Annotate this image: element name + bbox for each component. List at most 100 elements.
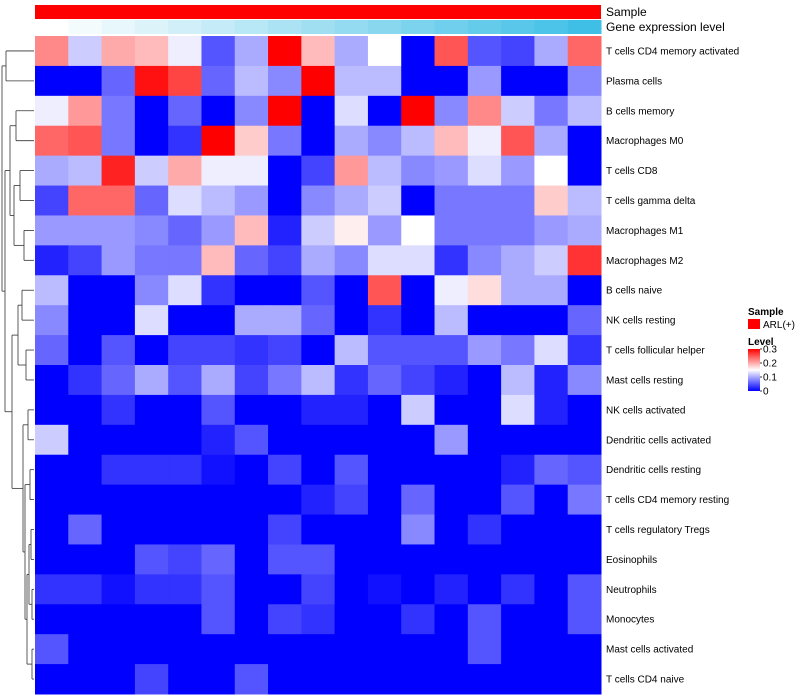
heatmap-cell (168, 245, 202, 276)
heatmap-cell (301, 185, 336, 216)
heatmap-cell (301, 215, 336, 246)
heatmap-cell (401, 95, 436, 127)
heatmap-cell (68, 394, 103, 426)
heatmap-cell (534, 125, 569, 157)
heatmap-cell (334, 245, 369, 276)
heatmap-cell (567, 215, 602, 246)
heatmap-cell (501, 65, 535, 97)
heatmap-cell (101, 424, 136, 456)
heatmap-cells (35, 36, 602, 695)
heatmap-cell (567, 484, 602, 516)
heatmap-cell (434, 125, 469, 157)
heatmap-cell (367, 454, 402, 486)
heatmap-cell (168, 484, 202, 516)
heatmap-cell (567, 245, 602, 276)
legend-sample-entry: ARL(+) (763, 320, 795, 331)
heatmap-cell (134, 245, 169, 276)
heatmap-cell (367, 574, 402, 605)
heatmap-cell (68, 664, 103, 695)
heatmap-cell (401, 215, 436, 246)
heatmap-cell (434, 604, 469, 635)
heatmap-cell (201, 335, 236, 366)
heatmap-cell (68, 215, 103, 246)
heatmap-cell (35, 574, 69, 605)
heatmap-cell (268, 215, 302, 246)
heatmap-cell (268, 275, 302, 306)
heatmap-cell (534, 365, 569, 396)
heatmap-cell (367, 155, 402, 187)
heatmap-cell (467, 305, 502, 336)
heatmap-cell (101, 544, 136, 575)
heatmap-cell (134, 36, 169, 67)
heatmap-cell (334, 155, 369, 187)
row-label: NK cells resting (606, 316, 675, 327)
heatmap-cell (467, 65, 502, 97)
heatmap-cell (534, 514, 569, 545)
heatmap-cell (301, 514, 336, 545)
heatmap-cell (68, 95, 103, 127)
heatmap-cell (301, 394, 336, 426)
row-label: Plasma cells (606, 76, 662, 87)
row-label: T cells gamma delta (606, 196, 696, 207)
heatmap-cell (334, 454, 369, 486)
heatmap-cell (501, 664, 535, 695)
heatmap-cell (501, 155, 535, 187)
heatmap-cell (134, 604, 169, 635)
row-label: Macrophages M0 (606, 136, 684, 147)
heatmap-cell (134, 365, 169, 396)
heatmap-cell (134, 514, 169, 545)
heatmap-cell (35, 454, 69, 486)
heatmap-cell (268, 305, 302, 336)
annotation-cell-gene-expression (101, 20, 136, 34)
heatmap-cell (534, 604, 569, 635)
heatmap-cell (268, 484, 302, 516)
heatmap-cell (101, 454, 136, 486)
heatmap-cell (268, 365, 302, 396)
heatmap-cell (268, 394, 302, 426)
heatmap-cell (101, 125, 136, 157)
heatmap-cell (301, 125, 336, 157)
annotation-cell-gene-expression (168, 20, 202, 34)
legend-sample-title: Sample (748, 307, 784, 318)
heatmap-cell (434, 275, 469, 306)
heatmap-cell (268, 245, 302, 276)
heatmap-cell (401, 245, 436, 276)
annotation-cell-gene-expression (467, 20, 502, 34)
heatmap-cell (234, 36, 269, 67)
heatmap-cell (334, 544, 369, 575)
heatmap-cell (134, 634, 169, 665)
heatmap-cell (534, 634, 569, 665)
heatmap-cell (268, 544, 302, 575)
heatmap-cell (134, 664, 169, 695)
heatmap-cell (201, 185, 236, 216)
heatmap-cell (434, 514, 469, 545)
annotation-cell-gene-expression (334, 20, 369, 34)
heatmap-cell (434, 484, 469, 516)
heatmap-cell (168, 544, 202, 575)
heatmap-cell (534, 664, 569, 695)
heatmap-cell (201, 125, 236, 157)
heatmap-cell (334, 604, 369, 635)
heatmap-cell (301, 664, 336, 695)
heatmap-cell (134, 65, 169, 97)
heatmap-cell (467, 484, 502, 516)
heatmap-cell (434, 245, 469, 276)
heatmap-cell (301, 454, 336, 486)
heatmap-cell (501, 544, 535, 575)
heatmap-cell (168, 574, 202, 605)
annotation-bar-sample (35, 5, 601, 19)
legend: Sample ARL(+) Level 0.3 0.2 0.1 0 (748, 307, 795, 398)
heatmap-cell (301, 634, 336, 665)
heatmap-cell (68, 335, 103, 366)
annotation-cell-gene-expression (401, 20, 436, 34)
heatmap-cell (501, 454, 535, 486)
heatmap-cell (201, 394, 236, 426)
heatmap-cell (68, 275, 103, 306)
legend-tick-label: 0.2 (763, 359, 777, 370)
heatmap-cell (401, 514, 436, 545)
row-dendrogram (1, 50, 34, 680)
heatmap-cell (534, 215, 569, 246)
heatmap-cell (101, 185, 136, 216)
heatmap-cell (434, 185, 469, 216)
heatmap-cell (367, 424, 402, 456)
